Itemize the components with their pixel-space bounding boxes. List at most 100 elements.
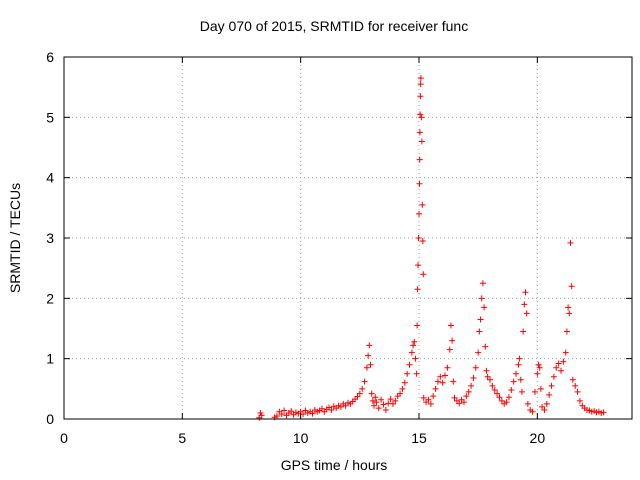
data-point	[563, 328, 570, 335]
data-point	[481, 304, 488, 311]
y-tick-label: 6	[46, 49, 54, 65]
data-point	[562, 349, 569, 356]
data-point	[444, 364, 451, 371]
data-point	[558, 367, 564, 374]
x-tick-label: 20	[530, 430, 546, 446]
data-point	[401, 379, 408, 386]
data-point	[496, 394, 503, 401]
data-point	[513, 370, 520, 377]
data-point	[560, 358, 567, 365]
data-point	[416, 129, 423, 136]
data-point	[487, 376, 493, 383]
data-point	[520, 328, 527, 335]
data-point	[392, 397, 399, 404]
data-points	[256, 75, 607, 421]
data-point	[600, 409, 607, 416]
data-point	[534, 370, 541, 377]
data-point	[359, 385, 366, 392]
data-point	[568, 283, 575, 290]
data-point	[408, 349, 415, 356]
data-point	[427, 400, 434, 407]
data-point	[553, 364, 560, 371]
data-point	[365, 352, 372, 359]
data-point	[521, 301, 528, 308]
data-point	[425, 396, 432, 403]
data-point	[566, 310, 573, 317]
data-point	[385, 400, 392, 407]
data-point	[494, 390, 501, 397]
data-point	[477, 316, 484, 323]
data-point	[380, 401, 387, 408]
data-point	[420, 394, 427, 401]
data-point	[371, 402, 378, 409]
data-point	[318, 405, 325, 412]
data-point	[372, 394, 379, 401]
y-tick-label: 5	[46, 109, 54, 125]
data-point	[565, 304, 572, 311]
data-point	[529, 408, 536, 415]
data-point	[468, 382, 475, 389]
data-point	[437, 373, 444, 380]
x-tick-label: 15	[411, 430, 427, 446]
data-point	[550, 373, 557, 380]
x-tick-label: 0	[60, 430, 68, 446]
data-point	[472, 364, 479, 371]
data-point	[389, 400, 396, 407]
data-point	[505, 394, 512, 401]
data-point	[369, 397, 376, 404]
data-point	[536, 364, 543, 371]
data-point	[476, 328, 483, 335]
data-point	[281, 407, 288, 414]
data-point	[411, 338, 418, 345]
data-point	[416, 156, 423, 163]
data-point	[375, 405, 382, 412]
data-point	[535, 361, 542, 368]
y-tick-label: 2	[46, 290, 54, 306]
data-point	[524, 400, 531, 407]
data-point	[576, 397, 583, 404]
data-point	[567, 239, 574, 246]
data-point	[523, 310, 530, 317]
data-point	[484, 373, 491, 380]
data-point	[463, 393, 470, 400]
data-point	[274, 412, 280, 419]
data-point	[417, 111, 424, 118]
data-point	[404, 370, 411, 377]
chart-title: Day 070 of 2015, SRMTID for receiver fun…	[200, 18, 468, 34]
y-tick-label: 1	[46, 351, 54, 367]
data-point	[449, 337, 456, 344]
data-point	[465, 388, 472, 395]
grid	[64, 57, 632, 419]
data-point	[430, 393, 437, 400]
data-point	[382, 406, 389, 413]
data-point	[328, 406, 335, 413]
data-point	[373, 399, 380, 406]
data-point	[337, 403, 344, 410]
data-point	[503, 399, 510, 406]
data-point	[451, 394, 458, 401]
data-point	[420, 271, 427, 278]
data-point	[397, 390, 404, 397]
data-point	[416, 180, 423, 187]
x-tick-label: 5	[178, 430, 186, 446]
data-point	[418, 114, 425, 121]
data-point	[498, 397, 505, 404]
data-point	[478, 295, 485, 302]
data-point	[517, 376, 524, 383]
data-point	[489, 382, 496, 389]
data-point	[432, 385, 439, 392]
data-point	[356, 390, 363, 397]
data-point	[518, 388, 525, 395]
data-point	[354, 393, 361, 400]
data-point	[361, 378, 368, 385]
data-point	[546, 391, 553, 398]
data-point	[572, 382, 579, 389]
data-point	[539, 403, 546, 410]
data-point	[413, 370, 420, 377]
data-point	[406, 361, 413, 368]
data-point	[342, 402, 349, 409]
data-point	[418, 138, 425, 145]
data-point	[309, 410, 316, 417]
y-tick-label: 0	[46, 411, 54, 427]
